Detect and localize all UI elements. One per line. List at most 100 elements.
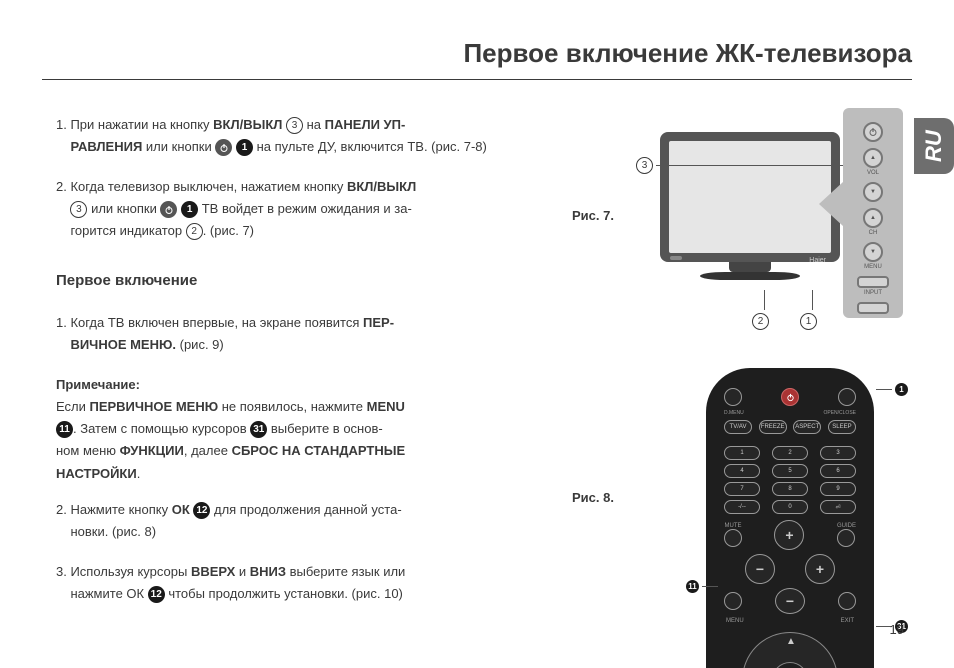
callout-1-icon: 1 <box>895 383 908 396</box>
leader-line <box>812 290 813 310</box>
remote-dpad: ▲ ▼ ◄ ► OK <box>742 632 838 668</box>
callout-12-icon: 12 <box>193 502 210 519</box>
tv-led <box>670 256 682 260</box>
panel-menu-label: MENU <box>843 264 903 270</box>
callout-2-icon: 2 <box>752 313 769 330</box>
callout-11-icon: 11 <box>686 580 699 593</box>
text: . Затем с помощью курсоров <box>73 421 250 436</box>
tv-callout-3: 3 <box>636 157 846 174</box>
callout-11-icon: 11 <box>56 421 73 438</box>
remote-sleep-button: SLEEP <box>828 420 856 434</box>
page-number: 19 <box>890 622 904 637</box>
paragraph-3: 1. Когда ТВ включен впервые, на экране п… <box>56 312 496 356</box>
remote-label: MENU <box>726 618 744 624</box>
text-bold: ПЕРВИЧНОЕ МЕНЮ <box>89 399 218 414</box>
panel-vol-label: VOL <box>843 170 903 176</box>
body-text: 1. При нажатии на кнопку ВКЛ/ВЫКЛ 3 на П… <box>56 114 496 623</box>
callout-3-icon: 3 <box>70 201 87 218</box>
text: 1. При нажатии на кнопку <box>56 117 213 132</box>
text-bold: ВНИЗ <box>250 564 286 579</box>
panel-input-label: INPUT <box>843 290 903 296</box>
callout-3-icon: 3 <box>636 157 653 174</box>
text: ном меню <box>56 443 120 458</box>
text-bold: ОК <box>172 502 190 517</box>
text-bold: СБРОС НА СТАНДАРТНЫЕ <box>232 443 406 458</box>
panel-ch-label: CH <box>843 230 903 236</box>
text: новки. (рис. 8) <box>70 524 156 539</box>
tv-stand <box>700 272 800 280</box>
remote-num-7: 7 <box>724 482 760 496</box>
remote-label: EXIT <box>841 618 854 624</box>
panel-vol-up: ▲ <box>863 148 883 168</box>
text-bold: ВИЧНОЕ МЕНЮ. <box>70 337 176 352</box>
remote-minus: − <box>745 554 775 584</box>
remote-power-button <box>781 388 799 406</box>
text: , далее <box>184 443 232 458</box>
text-bold: ФУНКЦИИ <box>120 443 184 458</box>
remote-illustration: D.MENUOPEN/CLOSE TV/AV FREEZE ASPECT SLE… <box>706 368 874 668</box>
text: (рис. 9) <box>176 337 224 352</box>
leader-line <box>702 586 718 587</box>
text: чтобы продолжить установки. (рис. 10) <box>165 586 403 601</box>
text: . (рис. 7) <box>203 223 254 238</box>
remote-num-8: 8 <box>772 482 808 496</box>
figure-8-label: Рис. 8. <box>572 490 614 505</box>
remote-num-4: 4 <box>724 464 760 478</box>
remote-dmenu-button <box>724 388 742 406</box>
remote-num-3: 3 <box>820 446 856 460</box>
callout-3-icon: 3 <box>286 117 303 134</box>
remote-callout-11: 11 <box>686 580 718 593</box>
remote-guide-button <box>837 529 855 547</box>
note-block: Примечание: Если ПЕРВИЧНОЕ МЕНЮ не появи… <box>56 374 496 484</box>
remote-num-2: 2 <box>772 446 808 460</box>
tv-brand-label: Haier <box>809 257 826 264</box>
remote-menu-button <box>724 592 742 610</box>
remote-callout-1: 1 <box>876 383 908 396</box>
panel-ch-up: ▲ <box>863 208 883 228</box>
language-tab: RU <box>914 118 954 174</box>
remote-freeze-button: FREEZE <box>759 420 787 434</box>
text-bold: ВВЕРХ <box>191 564 235 579</box>
text: нажмите ОК <box>70 586 147 601</box>
dpad-up-icon: ▲ <box>786 636 796 647</box>
callout-1-icon: 1 <box>181 201 198 218</box>
callout-1-icon: 1 <box>800 313 817 330</box>
remote-guide-label: GUIDE <box>837 523 856 529</box>
tv-frame: Haier <box>660 132 840 262</box>
remote-plus: + <box>805 554 835 584</box>
remote-label: OPEN/CLOSE <box>823 410 856 416</box>
leader-line <box>876 389 892 390</box>
text: 3. Используя курсоры <box>56 564 191 579</box>
remote-mute-label: MUTE <box>724 523 742 529</box>
text-bold: НАСТРОЙКИ <box>56 466 137 481</box>
paragraph-6: 3. Используя курсоры ВВЕРХ и ВНИЗ выбери… <box>56 561 496 605</box>
remote-open-close-button <box>838 388 856 406</box>
tv-callout-2: 2 <box>752 290 769 330</box>
text: на <box>303 117 325 132</box>
text-bold: ВКЛ/ВЫКЛ <box>213 117 282 132</box>
text: или кнопки <box>142 139 215 154</box>
panel-vol-down: ▼ <box>863 182 883 202</box>
panel-input-button <box>857 302 889 314</box>
remote-num-0: 0 <box>772 500 808 514</box>
section-heading: Первое включение <box>56 268 496 294</box>
text: для продолжения данной уста- <box>210 502 401 517</box>
text: не появилось, нажмите <box>218 399 367 414</box>
remote-dash-button: -/-- <box>724 500 760 514</box>
callout-31-icon: 31 <box>250 421 267 438</box>
text: или кнопки <box>87 201 160 216</box>
text: ТВ войдет в режим ожидания и за- <box>198 201 412 216</box>
tv-neck <box>729 262 771 272</box>
text: выберите язык или <box>286 564 405 579</box>
panel-ch-down: ▼ <box>863 242 883 262</box>
remote-tvav-button: TV/AV <box>724 420 752 434</box>
text: горится индикатор <box>70 223 185 238</box>
paragraph-1: 1. При нажатии на кнопку ВКЛ/ВЫКЛ 3 на П… <box>56 114 496 158</box>
text: 1. Когда ТВ включен впервые, на экране п… <box>56 315 363 330</box>
figure-7-label: Рис. 7. <box>572 208 614 223</box>
page-title: Первое включение ЖК-телевизора <box>42 38 912 80</box>
tv-side-panel: ▲ VOL ▼ ▲ CH ▼ MENU INPUT <box>843 108 903 318</box>
text-bold: ПАНЕЛИ УП- <box>325 117 406 132</box>
callout-12-icon: 12 <box>148 586 165 603</box>
text-bold: РАВЛЕНИЯ <box>70 139 142 154</box>
